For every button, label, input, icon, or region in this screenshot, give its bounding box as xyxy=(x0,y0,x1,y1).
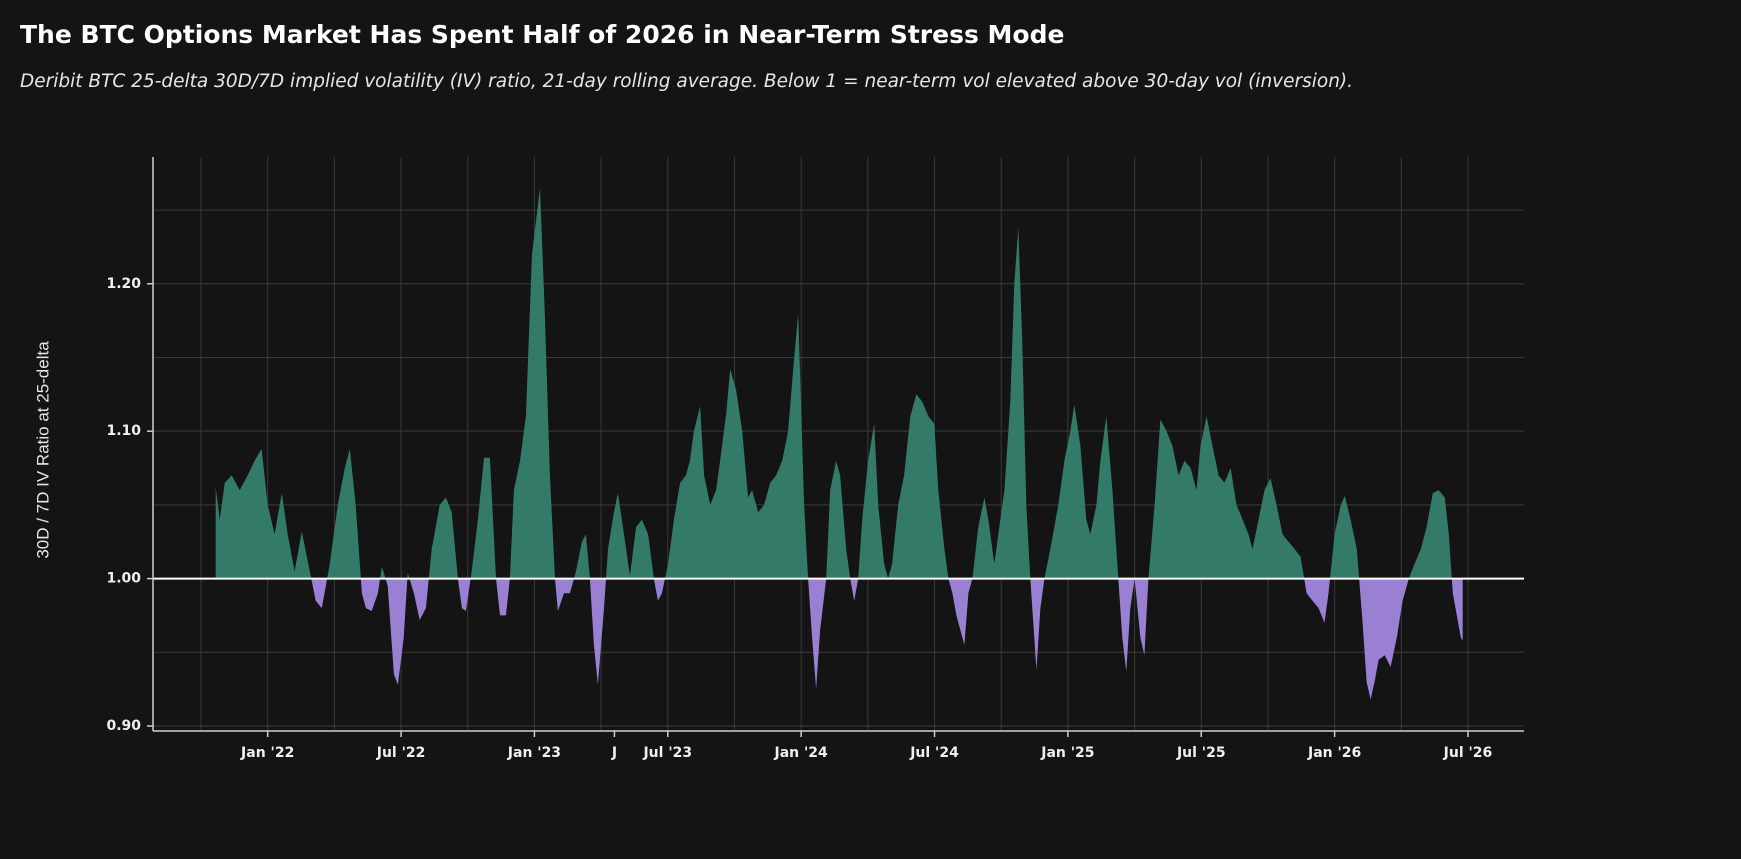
y-tick-label: 1.00 xyxy=(106,571,141,587)
x-tick-label: Jan '26 xyxy=(1307,745,1361,761)
x-tick-label: Jan '22 xyxy=(240,745,294,761)
x-tick-label: J xyxy=(611,745,617,761)
ratio-area xyxy=(215,188,1463,700)
y-tick-label: 1.20 xyxy=(106,276,141,292)
x-tick-label: Jul '26 xyxy=(1443,745,1493,761)
chart-title: The BTC Options Market Has Spent Half of… xyxy=(20,20,1064,49)
y-tick-label: 0.90 xyxy=(106,718,141,734)
chart-subtitle: Deribit BTC 25-delta 30D/7D implied vola… xyxy=(20,71,1353,92)
x-tick-label: Jul '23 xyxy=(642,745,692,761)
y-tick-label: 1.10 xyxy=(106,423,141,439)
x-tick-label: Jan '23 xyxy=(507,745,561,761)
x-tick-label: Jan '25 xyxy=(1040,745,1094,761)
x-tick-label: Jul '24 xyxy=(909,745,959,761)
y-axis-label: 30D / 7D IV Ratio at 25-delta xyxy=(33,341,52,559)
x-tick-label: Jul '25 xyxy=(1176,745,1226,761)
x-tick-label: Jan '24 xyxy=(774,745,829,761)
x-tick-label: Jul '22 xyxy=(376,745,426,761)
